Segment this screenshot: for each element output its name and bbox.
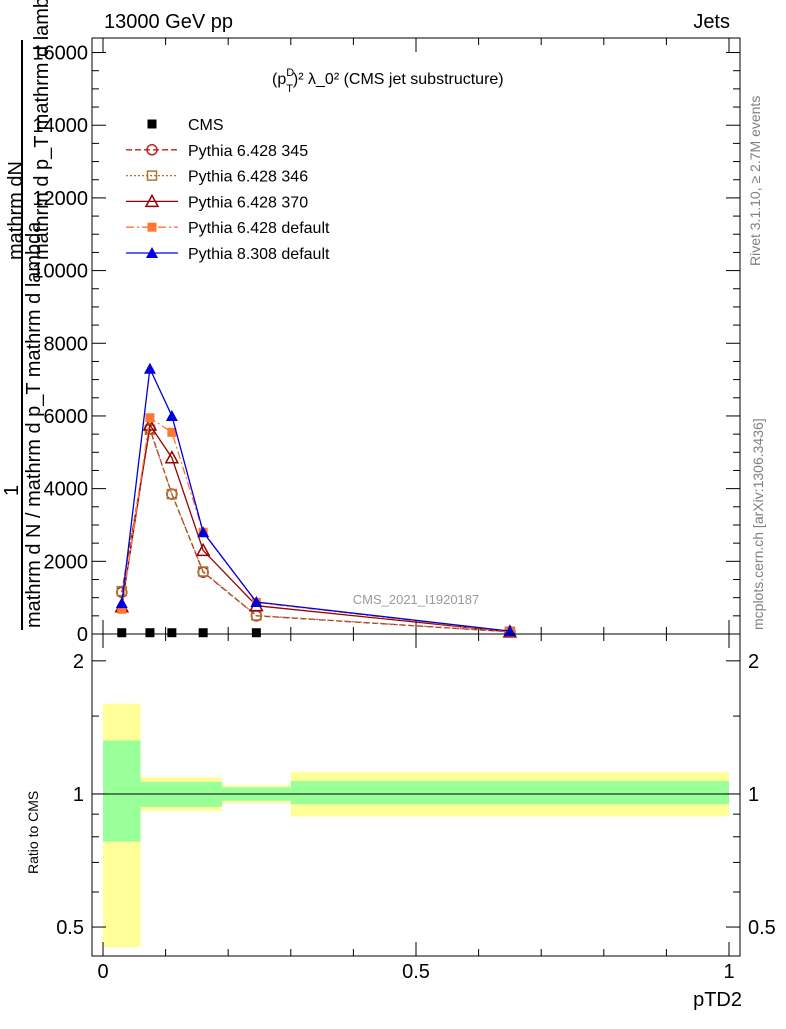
series-line-pythia-6-428-370 (121, 423, 510, 633)
series-line-pythia-8-308-default (121, 366, 510, 632)
data-point-pythia-8-308-default (250, 596, 263, 608)
data-point-pythia-6-428-default (145, 413, 155, 423)
data-point-pythia-8-308-default (503, 625, 516, 637)
data-point-pythia-8-308-default (165, 409, 178, 421)
legend-label: Pythia 6.428 345 (188, 143, 308, 160)
legend-item-pythia-6-428-345: Pythia 6.428 345 (126, 143, 308, 160)
legend-swatch-marker (144, 193, 160, 208)
legend: CMS Pythia 6.428 345 Pythia 6.428 346 Pythi… (126, 117, 330, 263)
y-tick-label: 2000 (44, 551, 89, 573)
legend-item-pythia-6-428-346: Pythia 6.428 346 (126, 169, 308, 186)
data-point-pythia-6-428-346 (166, 488, 178, 500)
x-tick-label: 1 (723, 961, 734, 983)
header-left: 13000 GeV pp (104, 11, 233, 33)
stat-uncertainty-band (103, 740, 141, 842)
data-point-pythia-6-428-346 (197, 566, 209, 577)
legend-swatch-marker (146, 170, 158, 181)
legend-swatch-marker (146, 247, 158, 258)
ylabel-line-3: 1 (1, 485, 23, 496)
ratio-y-tick-label: 2 (73, 651, 84, 673)
legend-label: Pythia 6.428 346 (188, 169, 308, 186)
legend-item-pythia-8-308-default: Pythia 8.308 default (126, 246, 330, 263)
ratio-panel: 0.5 0.51 12 2 0 0.5 1 Ratio to CMS pTD2 (25, 633, 776, 1011)
series-cms (117, 628, 261, 638)
ylabel-line-4: mathrm d N / mathrm d p_T mathrm d lambd… (23, 221, 45, 628)
ratio-y-tick-label-right: 0.5 (748, 917, 776, 939)
legend-swatch-marker (146, 144, 158, 156)
data-point-pythia-8-308-default (197, 526, 210, 538)
main-series (114, 362, 518, 638)
data-point-cms (167, 628, 177, 638)
data-point-cms (251, 628, 261, 638)
data-point-pythia-6-428-default (167, 427, 177, 437)
main-xticks (102, 38, 730, 634)
watermark: CMS_2021_I1920187 (353, 592, 480, 607)
main-yticks: 0 2000 4000 6000 8000 10000 12000 14000 16000 (32, 43, 740, 646)
ylabel-line-2: mathrm d p_T mathrm d lambda (31, 0, 53, 260)
legend-swatch-marker (147, 119, 157, 129)
ratio-y-tick-label-right: 2 (748, 651, 759, 673)
data-point-pythia-6-428-370 (195, 542, 211, 557)
legend-label: CMS (188, 117, 224, 134)
y-tick-label: 4000 (44, 479, 89, 501)
data-point-cms (145, 628, 155, 638)
data-point-cms (117, 628, 127, 638)
data-point-pythia-8-308-default (143, 362, 156, 374)
data-point-cms (198, 628, 208, 638)
side-label-mcplots: mcplots.cern.ch [arXiv:1306.3436] (750, 418, 766, 630)
x-tick-label: 0 (97, 961, 108, 983)
data-point-pythia-6-428-346 (116, 585, 128, 597)
x-axis-label: pTD2 (693, 989, 742, 1011)
main-ylabel: mathrm dN mathrm d p_T mathrm d lambda 1… (1, 0, 53, 630)
data-point-pythia-6-428-370 (142, 417, 158, 431)
y-tick-label: 8000 (44, 333, 89, 355)
ratio-y-tick-label: 1 (73, 784, 84, 806)
y-tick-label: 0 (77, 624, 88, 646)
data-point-pythia-8-308-default (115, 597, 128, 609)
data-point-pythia-6-428-370 (164, 450, 180, 464)
stat-uncertainty-band (290, 780, 729, 805)
x-tick-label: 0.5 (402, 961, 430, 983)
chart-title: (pD T)² λ_0² (CMS jet substructure) (272, 67, 504, 95)
ratio-y-tick-label: 0.5 (56, 917, 84, 939)
data-point-pythia-6-428-default (117, 604, 127, 614)
legend-item-cms: CMS (147, 117, 224, 134)
legend-label: Pythia 6.428 default (188, 220, 330, 237)
ratio-y-tick-label-right: 1 (748, 784, 759, 806)
ratio-bands (103, 703, 729, 948)
series-pythia-8-308-default (115, 362, 516, 637)
legend-label: Pythia 6.428 370 (188, 194, 308, 211)
y-tick-label: 14000 (32, 115, 88, 137)
side-label-rivet: Rivet 3.1.10, ≥ 2.7M events (747, 96, 763, 266)
ratio-xticks: 0 0.5 1 (97, 634, 735, 983)
header-right: Jets (693, 11, 730, 33)
y-tick-label: 16000 (32, 43, 88, 65)
legend-label: Pythia 8.308 default (188, 246, 330, 263)
main-panel: 0 2000 4000 6000 8000 10000 12000 14000 16000 (p… (32, 37, 741, 646)
legend-swatch-marker (147, 222, 157, 232)
legend-item-pythia-6-428-default: Pythia 6.428 default (126, 220, 330, 237)
ratio-yticks: 0.5 0.5 1 1 2 2 (56, 651, 776, 939)
y-tick-label: 6000 (44, 406, 89, 428)
legend-item-pythia-6-428-370: Pythia 6.428 370 (126, 193, 308, 211)
y-tick-label: 10000 (32, 261, 88, 283)
ratio-ylabel: Ratio to CMS (25, 791, 41, 874)
y-tick-label: 12000 (32, 188, 88, 210)
